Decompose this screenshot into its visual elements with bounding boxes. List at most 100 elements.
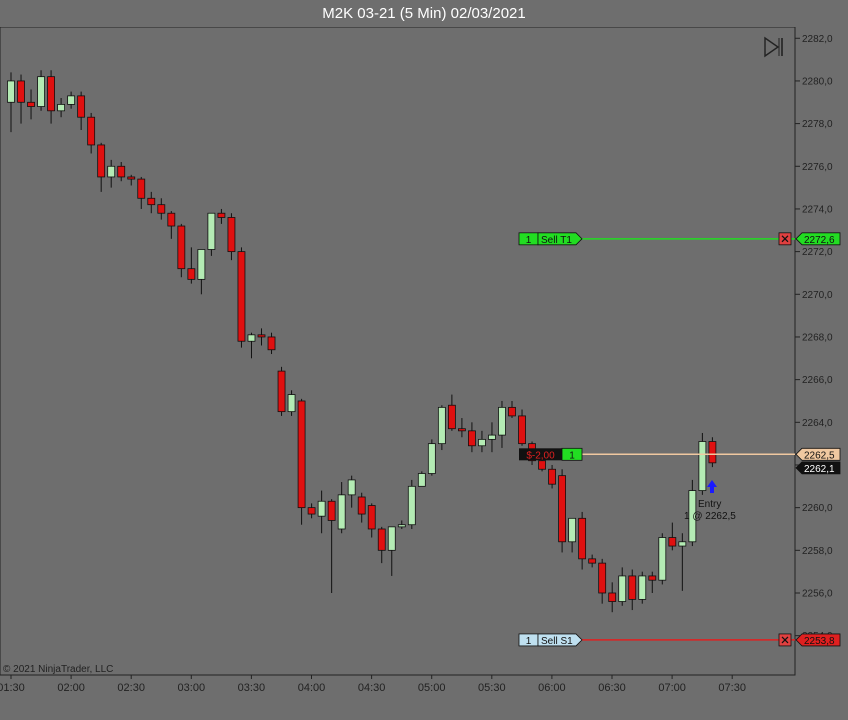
skip-to-end-icon[interactable] (764, 36, 783, 58)
order-lines: 1 Sell T1 2272,6 1 Sell S1 2253,8 $-2,00 1 2262,… (518, 232, 841, 647)
candle (337, 482, 346, 534)
plot-area[interactable] (0, 27, 796, 676)
candle (578, 511, 587, 570)
execution-detail: 1 @ 2262,5 (684, 511, 736, 522)
y-tick-label: 2282,0 (802, 34, 833, 45)
candle (347, 475, 356, 508)
y-tick-label: 2278,0 (802, 119, 833, 130)
candle (648, 571, 657, 593)
candle (327, 499, 336, 593)
y-tick-label: 2276,0 (802, 162, 833, 173)
x-tick-label: 02:30 (117, 682, 145, 694)
candle (147, 191, 156, 214)
candle (77, 91, 86, 131)
y-tick-label: 2272,0 (802, 247, 833, 258)
candle (267, 332, 276, 355)
candle (508, 400, 516, 419)
candle (558, 469, 566, 553)
x-tick-label: 06:00 (538, 682, 566, 694)
candle (107, 159, 116, 188)
candle (437, 405, 446, 451)
stop-order-qty[interactable]: 1 (526, 636, 532, 647)
candle (87, 112, 96, 154)
candle (27, 89, 35, 120)
y-axis[interactable]: 2282,0 2280,0 2278,0 2276,0 2274,0 2272,0 2270… (795, 34, 833, 642)
x-tick-label: 03:30 (238, 682, 266, 694)
candles (7, 70, 717, 613)
last-price-marker (795, 461, 841, 475)
candle (167, 211, 176, 239)
candle (97, 142, 106, 192)
candle (307, 503, 316, 519)
x-tick-label: 04:00 (298, 682, 326, 694)
candle (57, 98, 65, 118)
target-price-marker (795, 232, 841, 246)
x-tick-label: 07:30 (718, 682, 746, 694)
candle (608, 582, 617, 613)
position-qty[interactable]: 1 (569, 450, 575, 461)
pnl-box[interactable] (519, 448, 562, 461)
candle (137, 176, 146, 209)
x-tick-label: 02:00 (57, 682, 85, 694)
avg-price-label: 2262,5 (804, 450, 835, 461)
copyright: © 2021 NinjaTrader, LLC (3, 664, 113, 675)
stop-price-marker (795, 633, 841, 647)
candle (668, 522, 677, 551)
y-tick-label: 2266,0 (802, 375, 833, 386)
target-order-qty[interactable]: 1 (526, 235, 532, 246)
candle (447, 394, 456, 431)
y-tick-label: 2274,0 (802, 204, 833, 215)
y-tick-label: 2270,0 (802, 290, 833, 301)
x-tick-label: 01:30 (0, 682, 25, 694)
candle (427, 439, 436, 476)
candle (287, 390, 296, 416)
candle (207, 212, 216, 256)
candle (257, 328, 266, 346)
candle (407, 479, 416, 529)
candle (17, 74, 25, 124)
candle (237, 247, 246, 348)
candle (498, 400, 506, 448)
chart[interactable]: 2282,0 2280,0 2278,0 2276,0 2274,0 2272,0 2270… (0, 27, 848, 720)
candle (117, 162, 126, 182)
x-tick-label: 05:30 (478, 682, 506, 694)
pnl-label[interactable]: $-2,00 (526, 450, 555, 461)
execution-label: Entry (698, 499, 721, 510)
candle (417, 471, 426, 487)
x-axis[interactable]: 01:30 02:00 02:30 03:00 03:30 04:00 04:30 05:00… (0, 675, 746, 694)
close-icon[interactable] (778, 633, 792, 647)
candle (708, 437, 717, 468)
candle (397, 520, 406, 529)
candle (247, 332, 256, 359)
y-tick-label: 2268,0 (802, 332, 833, 343)
candle (468, 422, 476, 453)
candle (377, 526, 386, 564)
window-title: M2K 03-21 (5 Min) 02/03/2021 (0, 0, 848, 27)
candle (367, 503, 376, 538)
candle (638, 571, 647, 604)
candle (518, 409, 526, 446)
candle (7, 72, 15, 133)
close-icon[interactable] (778, 232, 792, 246)
candle (387, 526, 396, 576)
stop-order-label[interactable]: Sell S1 (541, 636, 573, 647)
candle (488, 422, 496, 453)
y-tick-label: 2258,0 (802, 546, 833, 557)
candle (47, 70, 55, 124)
y-tick-label: 2260,0 (802, 503, 833, 514)
arrow-up-icon (707, 480, 717, 493)
stop-order[interactable]: 1 Sell S1 2253,8 (518, 633, 841, 647)
x-tick-label: 06:30 (598, 682, 626, 694)
target-order-label[interactable]: Sell T1 (541, 235, 572, 246)
y-tick-label: 2264,0 (802, 418, 833, 429)
candle (277, 366, 286, 416)
target-order[interactable]: 1 Sell T1 2272,6 (518, 232, 841, 246)
x-tick-label: 03:00 (178, 682, 206, 694)
candle (67, 91, 76, 109)
position[interactable]: $-2,00 1 2262,5 (519, 447, 841, 461)
candle (37, 70, 45, 111)
candle (177, 223, 186, 278)
last-price-label: 2262,1 (804, 464, 835, 475)
candle (548, 464, 556, 489)
